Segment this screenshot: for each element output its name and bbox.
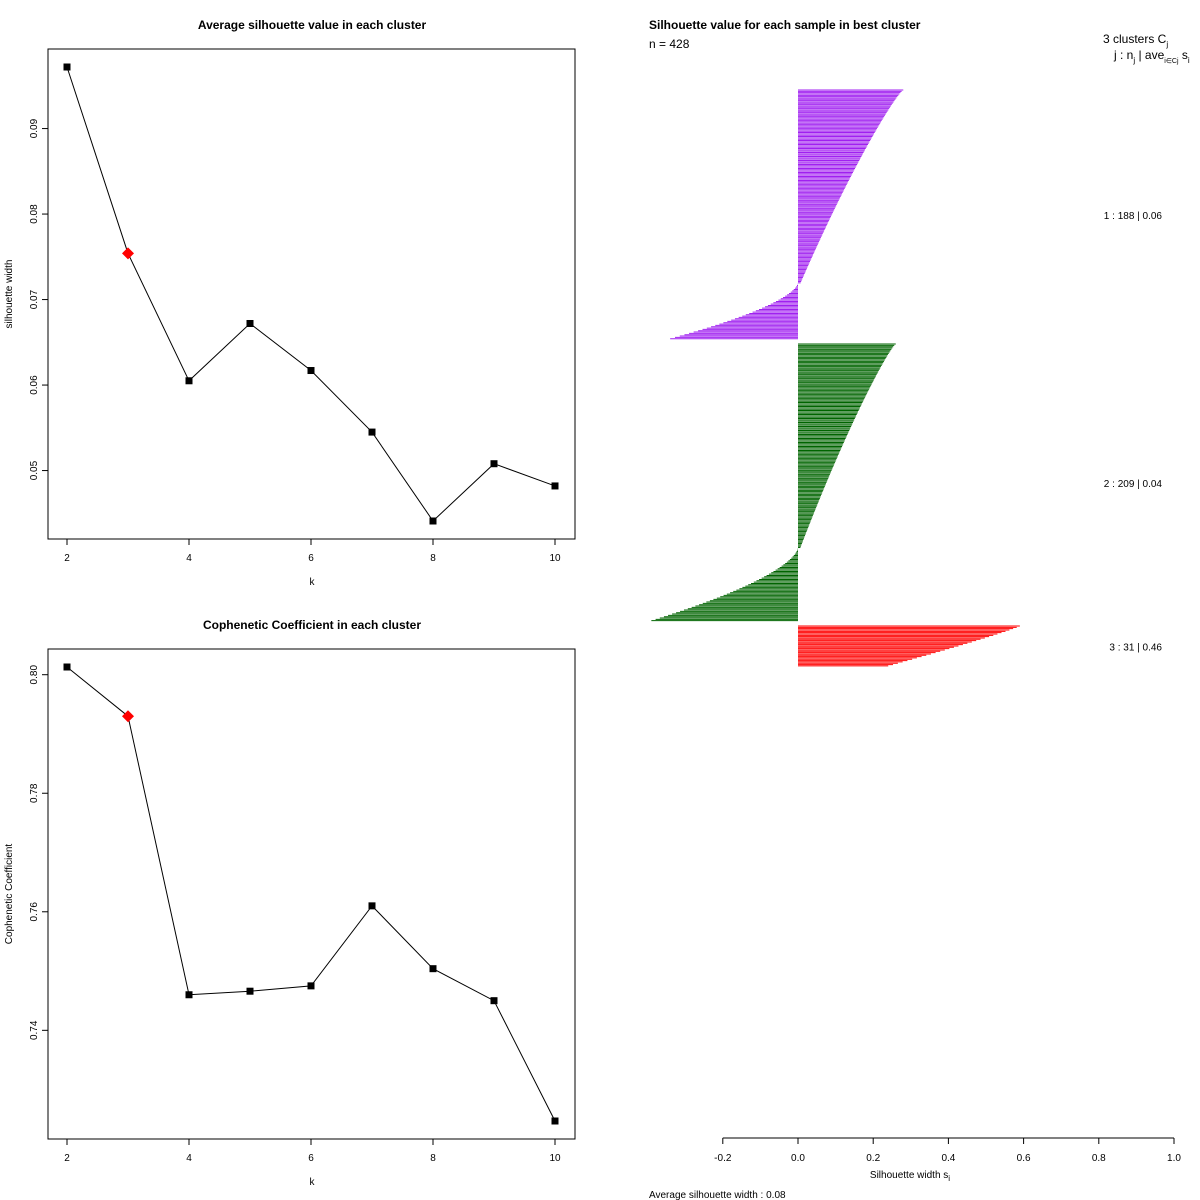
silhouette-line-chart: Average silhouette value in each cluster…: [4, 18, 576, 588]
chart3-x-tick-label: -0.2: [714, 1153, 732, 1164]
cluster-1-label: 1 : 188 | 0.06: [1104, 211, 1163, 222]
chart2-x-tick-label: 4: [186, 1153, 192, 1164]
chart1-y-tick-label: 0.05: [29, 460, 40, 480]
chart3-header-line2: j : nj | avei∈Cj si: [1113, 48, 1190, 65]
chart2-frame: [47, 648, 576, 1140]
silhouette-bar-chart: Silhouette value for each sample in best…: [649, 18, 1190, 1200]
chart2-point: [551, 1117, 559, 1125]
chart1-point: [490, 460, 498, 468]
chart1-y-tick-label: 0.07: [29, 289, 40, 309]
chart2-x-axis: 2 4 6 8 10: [64, 1138, 561, 1164]
chart1-point: [185, 377, 193, 385]
chart1-y-tick-label: 0.09: [29, 118, 40, 138]
chart2-point: [185, 991, 193, 999]
chart1-y-tick-label: 0.06: [29, 375, 40, 395]
chart1-series: [63, 63, 559, 525]
cluster-2-label: 2 : 209 | 0.04: [1104, 479, 1163, 490]
chart2-point: [429, 965, 437, 973]
chart3-bars: [651, 89, 1020, 667]
chart3-n-label: n = 428: [649, 37, 690, 51]
chart2-series-line: [66, 666, 556, 1122]
chart2-title: Cophenetic Coefficient in each cluster: [203, 618, 421, 632]
chart2-point: [307, 982, 315, 990]
chart2-y-tick-label: 0.76: [29, 902, 40, 922]
chart1-point: [368, 428, 376, 436]
chart3-x-tick-label: 0.2: [866, 1153, 880, 1164]
chart2-highlight-point: [122, 710, 134, 723]
chart3-x-tick-label: 0.0: [791, 1153, 805, 1164]
chart2-y-tick-label: 0.78: [29, 783, 40, 803]
chart1-y-label: silhouette width: [4, 260, 15, 329]
chart2-x-tick-label: 6: [308, 1153, 314, 1164]
chart2-y-label: Cophenetic Coefficient: [4, 844, 15, 945]
chart3-header-line1: 3 clusters Cj: [1103, 32, 1168, 49]
chart2-y-tick-label: 0.74: [29, 1020, 40, 1040]
chart3-x-label: Silhouette width si: [870, 1170, 950, 1183]
chart1-x-label: k: [310, 577, 316, 588]
chart1-x-tick-label: 2: [64, 553, 70, 564]
chart1-point: [63, 63, 71, 71]
chart2-y-tick-label: 0.80: [29, 665, 40, 685]
chart3-x-tick-label: 0.8: [1092, 1153, 1106, 1164]
chart3-x-tick-label: 0.6: [1017, 1153, 1031, 1164]
chart2-x-tick-label: 10: [549, 1153, 561, 1164]
chart3-x-tick-label: 1.0: [1167, 1153, 1181, 1164]
chart1-series-line: [66, 66, 556, 522]
cluster-3-label: 3 : 31 | 0.46: [1109, 643, 1162, 654]
chart1-title: Average silhouette value in each cluster: [198, 18, 427, 32]
chart1-y-axis: 0.05 0.06 0.07 0.08 0.09: [29, 118, 49, 480]
chart1-x-tick-label: 8: [430, 553, 436, 564]
chart1-x-tick-label: 6: [308, 553, 314, 564]
chart2-x-tick-label: 8: [430, 1153, 436, 1164]
chart2-x-tick-label: 2: [64, 1153, 70, 1164]
chart1-point: [429, 517, 437, 525]
chart1-x-tick-label: 10: [549, 553, 561, 564]
cophenetic-line-chart: Cophenetic Coefficient in each cluster 2…: [4, 618, 576, 1188]
chart1-y-tick-label: 0.08: [29, 204, 40, 224]
chart3-x-tick-label: 0.4: [941, 1153, 955, 1164]
chart3-x-axis: -0.2 0.0 0.2 0.4 0.6 0.8 1.0: [714, 1137, 1181, 1164]
chart1-highlight-point: [122, 247, 134, 260]
chart1-x-tick-label: 4: [186, 553, 192, 564]
chart1-x-axis: 2 4 6 8 10: [64, 538, 561, 564]
chart2-point: [368, 902, 376, 910]
chart2-y-axis: 0.74 0.76 0.78 0.80: [29, 665, 49, 1040]
chart2-x-label: k: [310, 1177, 316, 1188]
chart2-series: [63, 663, 559, 1125]
chart1-point: [246, 319, 254, 327]
chart3-title: Silhouette value for each sample in best…: [649, 18, 921, 32]
chart2-point: [246, 987, 254, 995]
chart3-footer: Average silhouette width : 0.08: [649, 1190, 786, 1200]
chart1-point: [551, 482, 559, 490]
chart2-point: [63, 663, 71, 671]
chart2-point: [490, 997, 498, 1005]
chart1-point: [307, 367, 315, 375]
chart3-cluster-labels: 1 : 188 | 0.06 2 : 209 | 0.04 3 : 31 | 0.4…: [1104, 211, 1163, 654]
